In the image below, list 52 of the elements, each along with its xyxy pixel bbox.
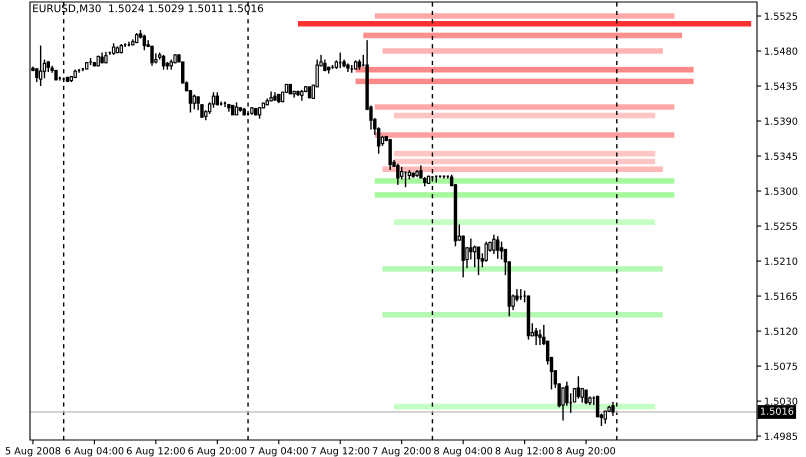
y-tick-label: 1.5345	[765, 152, 798, 160]
candlestick	[515, 288, 519, 302]
y-tick-label: 1.4985	[765, 432, 798, 440]
x-tick-label: 5 Aug 2008	[6, 447, 60, 456]
candlestick	[300, 89, 304, 102]
candlestick	[142, 34, 146, 51]
candlestick	[496, 235, 500, 260]
candlestick	[584, 388, 588, 405]
candlestick	[604, 410, 607, 424]
x-tick-label: 6 Aug 12:00	[126, 447, 185, 456]
y-tick-label: 1.5390	[765, 118, 798, 125]
candlestick	[534, 327, 538, 346]
x-tick-label: 7 Aug 04:00	[250, 447, 308, 456]
candlestick	[492, 234, 496, 255]
y-tick-label: 1.5525	[765, 12, 798, 20]
candlestick	[100, 52, 104, 64]
candlestick	[308, 86, 312, 100]
candlestick	[469, 238, 473, 260]
candlestick	[538, 328, 542, 346]
candlestick	[396, 163, 400, 186]
candlestick	[162, 54, 166, 70]
candlestick	[576, 376, 580, 400]
x-tick-label: 8 Aug 12:00	[496, 447, 554, 456]
y-tick-label: 1.5210	[765, 258, 798, 265]
y-tick-label: 1.5255	[765, 222, 798, 230]
y-tick-label: 1.5030	[765, 398, 798, 405]
ref-line-label: 1.5016	[760, 407, 794, 415]
candlestick	[288, 84, 292, 94]
y-tick-label: 1.5480	[765, 47, 798, 55]
y-tick-label: 1.5120	[765, 328, 798, 335]
candlestick	[104, 51, 108, 64]
candlestick	[358, 58, 362, 70]
candlestick	[120, 43, 123, 54]
candlestick	[112, 42, 116, 56]
y-tick-label: 1.5165	[765, 292, 798, 300]
y-tick-label: 1.5435	[765, 82, 798, 90]
candlestick	[476, 246, 480, 276]
y-tick-label: 1.5300	[765, 188, 798, 195]
x-tick-label: 8 Aug 04:00	[434, 447, 492, 456]
candlestick	[216, 92, 220, 106]
y-tick-label: 1.5075	[765, 362, 798, 370]
x-tick-label: 6 Aug 04:00	[65, 447, 124, 456]
candlestick	[192, 94, 196, 110]
x-tick-label: 6 Aug 20:00	[188, 447, 246, 456]
x-tick-label: 8 Aug 20:00	[557, 447, 616, 456]
x-tick-label: 7 Aug 12:00	[311, 447, 370, 456]
candlestick	[38, 44, 42, 87]
x-tick-label: 7 Aug 20:00	[372, 447, 431, 456]
candlestick	[230, 104, 234, 116]
candlestick	[234, 102, 238, 116]
chart-title: EURUSD,M30 1.5024 1.5029 1.5011 1.5016	[33, 4, 264, 14]
candlestick	[258, 106, 262, 120]
